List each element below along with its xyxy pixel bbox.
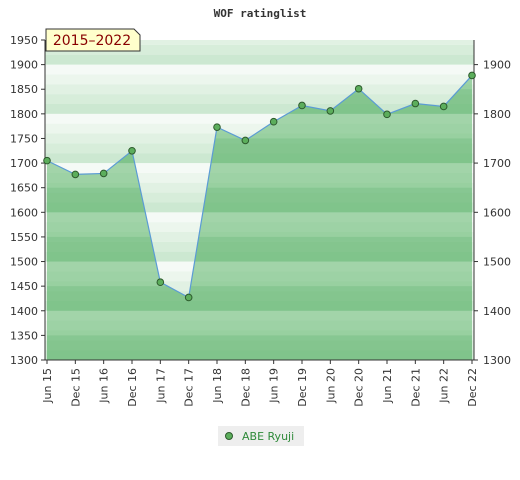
data-point xyxy=(468,71,476,80)
left-tick-label: 1650 xyxy=(10,182,38,195)
data-point xyxy=(439,102,448,111)
data-point xyxy=(298,101,306,110)
band xyxy=(45,94,474,104)
right-axis-ticks: 1300 1400 1500 1600 1700 1800 1900 xyxy=(474,59,511,367)
legend-series-name: ABE Ryuji xyxy=(242,430,294,443)
band xyxy=(45,113,474,124)
band xyxy=(45,74,474,85)
band xyxy=(45,64,474,75)
area-fill xyxy=(47,75,472,360)
left-tick-label: 1900 xyxy=(10,59,38,72)
right-tick-label: 1600 xyxy=(483,206,511,219)
right-tick-label: 1500 xyxy=(483,256,511,269)
x-tick-label: Dec 20 xyxy=(353,368,366,407)
series-line xyxy=(46,75,473,299)
x-tick-label: Dec 19 xyxy=(296,368,309,407)
left-tick-label: 1450 xyxy=(10,280,38,293)
band xyxy=(45,44,474,55)
left-tick-label: 1550 xyxy=(10,231,38,244)
legend[interactable]: ABE Ryuji xyxy=(218,426,304,446)
x-tick-label: Jun 17 xyxy=(154,368,167,404)
data-point xyxy=(326,107,335,115)
data-point xyxy=(383,110,391,119)
right-tick-label: 1900 xyxy=(483,59,511,72)
left-tick-label: 1300 xyxy=(10,354,38,367)
x-tick-label: Jun 21 xyxy=(381,368,394,404)
right-tick-label: 1700 xyxy=(483,157,511,170)
legend-marker xyxy=(225,432,233,440)
left-tick-label: 1950 xyxy=(10,34,38,47)
data-point xyxy=(213,123,221,131)
left-tick-label: 1700 xyxy=(10,157,38,170)
left-axis-ticks: 1300 1350 1400 1450 1500 1550 1600 1650 1700 1750… xyxy=(10,34,45,367)
band xyxy=(45,54,474,65)
right-tick-label: 1400 xyxy=(483,305,511,318)
data-point xyxy=(71,170,80,179)
x-tick-label: Dec 16 xyxy=(126,368,139,407)
band xyxy=(45,104,474,114)
band xyxy=(45,40,474,45)
left-tick-label: 1500 xyxy=(10,256,38,269)
data-point xyxy=(269,117,278,126)
data-point xyxy=(184,293,193,302)
left-tick-label: 1400 xyxy=(10,305,38,318)
data-point xyxy=(43,156,51,165)
x-tick-label: Dec 22 xyxy=(466,368,479,407)
data-point xyxy=(241,136,250,145)
x-tick-label: Dec 18 xyxy=(239,368,252,407)
data-point xyxy=(128,146,136,155)
left-tick-label: 1350 xyxy=(10,329,38,342)
x-tick-label: Dec 21 xyxy=(409,368,422,407)
left-tick-label: 1800 xyxy=(10,108,38,121)
x-axis-ticks: Jun 15 Dec 15 Jun 16 Dec 16 Jun 17 Dec 17 Jun … xyxy=(41,360,479,407)
series-layer xyxy=(43,71,476,302)
left-tick-label: 1600 xyxy=(10,206,38,219)
left-tick-label: 1850 xyxy=(10,83,38,96)
left-tick-label: 1750 xyxy=(10,132,38,145)
band xyxy=(45,84,474,95)
x-tick-label: Jun 19 xyxy=(268,368,281,404)
x-tick-label: Dec 15 xyxy=(69,368,82,407)
data-point xyxy=(411,99,420,108)
data-point xyxy=(99,169,108,178)
x-tick-label: Dec 17 xyxy=(183,368,196,407)
data-point xyxy=(156,278,165,287)
x-tick-label: Jun 16 xyxy=(98,368,111,404)
chart-title: WOF ratinglist xyxy=(214,7,307,20)
data-point xyxy=(354,84,363,93)
axes xyxy=(44,40,475,361)
x-tick-label: Jun 18 xyxy=(211,368,224,404)
right-tick-label: 1800 xyxy=(483,108,511,121)
period-badge-text: 2015–2022 xyxy=(53,33,131,49)
right-tick-label: 1300 xyxy=(483,354,511,367)
x-tick-label: Jun 22 xyxy=(438,368,451,404)
period-badge: 2015–2022 xyxy=(45,28,141,52)
band xyxy=(45,123,474,134)
x-tick-label: Jun 15 xyxy=(41,368,54,404)
x-tick-label: Jun 20 xyxy=(324,368,337,404)
